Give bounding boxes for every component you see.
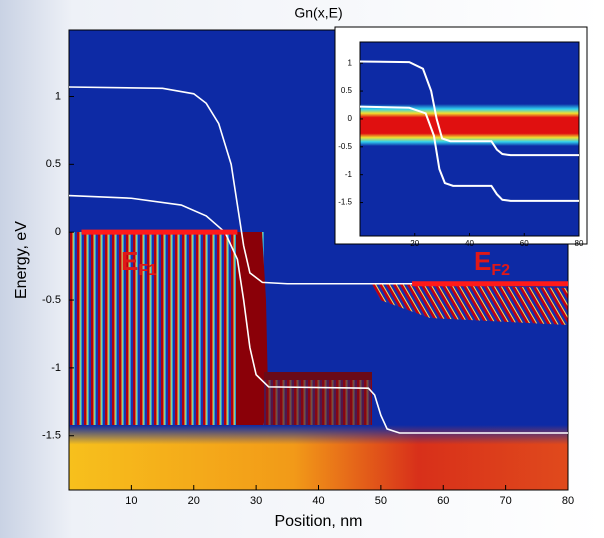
y-tick-label: -0.5 bbox=[42, 294, 61, 306]
y-tick-label: 0 bbox=[348, 114, 353, 123]
y-tick-label: 0.5 bbox=[341, 86, 353, 95]
x-axis-label: Position, nm bbox=[274, 513, 362, 530]
y-tick-label: 0 bbox=[55, 226, 61, 238]
annotation: EF2 bbox=[474, 246, 510, 279]
x-tick-label: 60 bbox=[437, 495, 449, 507]
chart-title: Gn(x,E) bbox=[294, 5, 342, 21]
x-tick-label: 20 bbox=[410, 239, 419, 248]
y-tick-label: 0.5 bbox=[46, 158, 61, 170]
annotation: EF1 bbox=[121, 246, 157, 279]
x-tick-label: 70 bbox=[500, 495, 512, 507]
x-tick-label: 40 bbox=[312, 495, 324, 507]
x-tick-label: 20 bbox=[188, 495, 200, 507]
x-tick-label: 80 bbox=[562, 495, 574, 507]
x-tick-label: 30 bbox=[250, 495, 262, 507]
y-tick-label: 1 bbox=[55, 90, 61, 102]
y-axis-label: Energy, eV bbox=[13, 221, 30, 299]
inset-plot: 20 40 60 80 -1.5 -1 -0.5 0 0.5 1 bbox=[338, 58, 584, 248]
y-tick-label: -0.5 bbox=[338, 142, 352, 151]
band-edge bbox=[68, 194, 568, 434]
heatmap-inset bbox=[360, 42, 579, 236]
x-tick-label: 80 bbox=[575, 239, 584, 248]
y-tick-label: 1 bbox=[348, 58, 353, 67]
x-tick-label: 10 bbox=[125, 495, 137, 507]
x-tick-label: 40 bbox=[465, 239, 474, 248]
y-tick-label: -1.5 bbox=[42, 430, 61, 442]
y-tick-label: -1 bbox=[345, 170, 353, 179]
x-tick-label: 60 bbox=[520, 239, 529, 248]
band-edge bbox=[68, 86, 568, 285]
x-tick-label: 50 bbox=[375, 495, 387, 507]
y-tick-label: -1.5 bbox=[338, 198, 352, 207]
band-edge bbox=[359, 60, 579, 157]
y-tick-label: -1 bbox=[51, 362, 61, 374]
band-edge bbox=[359, 105, 579, 202]
